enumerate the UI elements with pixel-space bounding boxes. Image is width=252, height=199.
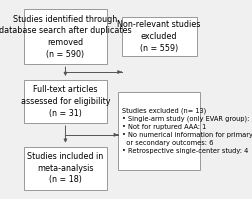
Text: Full-text articles
assessed for eligibility
(n = 31): Full-text articles assessed for eligibil… [21, 85, 110, 118]
FancyBboxPatch shape [24, 147, 106, 190]
FancyBboxPatch shape [24, 80, 106, 123]
FancyBboxPatch shape [24, 9, 106, 64]
Text: Non-relevant studies
excluded
(n = 559): Non-relevant studies excluded (n = 559) [117, 20, 200, 53]
Text: Studies identified through
database search after duplicates
removed
(n = 590): Studies identified through database sear… [0, 15, 131, 59]
Text: Studies excluded (n= 13)
• Single-arm study (only EVAR group): 2
• Not for ruptu: Studies excluded (n= 13) • Single-arm st… [121, 107, 252, 154]
FancyBboxPatch shape [121, 17, 196, 56]
FancyBboxPatch shape [117, 92, 200, 170]
Text: Studies included in
meta-analysis
(n = 18): Studies included in meta-analysis (n = 1… [27, 152, 103, 184]
